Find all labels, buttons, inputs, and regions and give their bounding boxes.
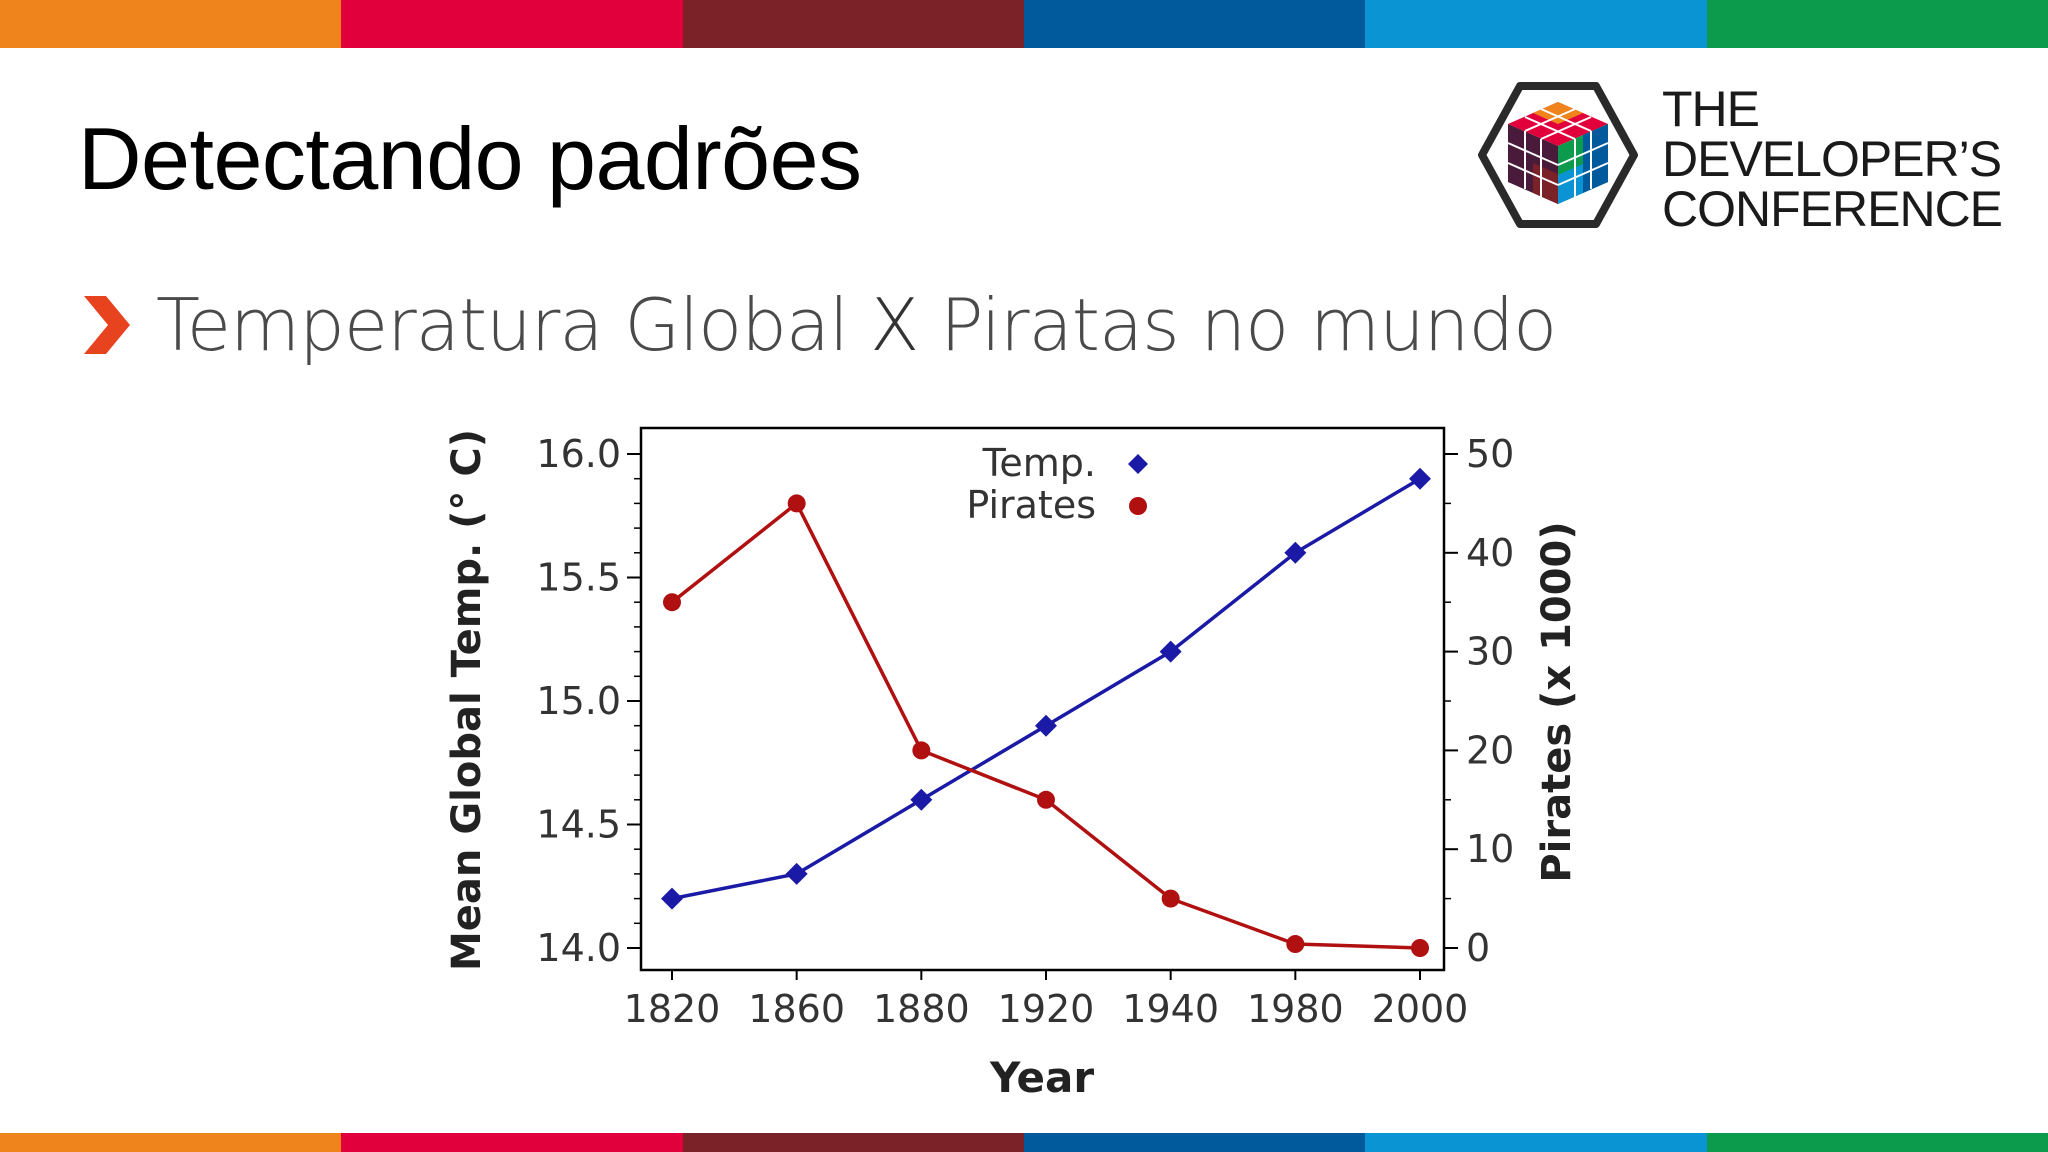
data-point: [910, 788, 933, 811]
bullet-text: Temperatura Global X Piratas no mundo: [156, 283, 1557, 367]
temperature-vs-pirates-chart: 14.0 14.5 15.0 15.5 16.0 0 10 20 30 40 50 1820 1860 1…: [440, 410, 1610, 1110]
slide-title: Detectando padrões: [78, 109, 862, 208]
data-point: [787, 494, 806, 513]
color-segment: [341, 0, 683, 48]
x-tick-label: 1980: [1247, 987, 1344, 1031]
top-color-bar: [0, 0, 2048, 48]
data-point: [912, 741, 931, 760]
x-tick-label: 1820: [624, 987, 721, 1031]
color-segment: [682, 1133, 1024, 1152]
y-axis-label: Mean Global Temp. (° C): [444, 429, 490, 971]
data-point: [1037, 790, 1055, 809]
x-axis-label: Year: [989, 1053, 1094, 1102]
data-point: [1159, 640, 1182, 663]
chart-svg: 14.0 14.5 15.0 15.5 16.0 0 10 20 30 40 50 1820 1860 1…: [444, 426, 1580, 1102]
color-segment: [341, 1133, 683, 1152]
data-point: [663, 593, 681, 612]
color-segment: [1023, 0, 1366, 48]
data-point: [1161, 889, 1180, 908]
y2-tick-label: 10: [1466, 827, 1514, 871]
data-point: [1411, 939, 1429, 957]
logo-line: THE: [1662, 81, 1760, 137]
color-segment: [1023, 1133, 1366, 1152]
logo-wordmark: THE DEVELOPER’S CONFERENCE: [1662, 81, 2003, 237]
x-tick-label: 1860: [748, 987, 845, 1031]
x-tick-label: 1940: [1122, 987, 1219, 1031]
y2-tick-label: 20: [1466, 728, 1514, 772]
legend-marker: [1128, 454, 1148, 474]
y2-axis-label: Pirates (x 1000): [1534, 521, 1580, 882]
color-segment: [1706, 1133, 2048, 1152]
cube-hexagon-logo-icon: [1478, 82, 1638, 228]
data-point: [1286, 935, 1305, 954]
color-segment: [1365, 0, 1707, 48]
y-tick-label: 14.0: [536, 926, 621, 970]
logo-line: CONFERENCE: [1662, 181, 2003, 237]
x-tick-label: 2000: [1372, 987, 1469, 1031]
legend-label: Pirates: [966, 483, 1096, 527]
data-point: [1035, 714, 1057, 737]
chevron-right-icon: [84, 296, 130, 354]
x-tick-label: 1880: [873, 987, 970, 1031]
x-tick-label: 1920: [998, 987, 1095, 1031]
color-segment: [0, 0, 342, 48]
y-tick-label: 15.0: [536, 679, 621, 723]
y-tick-label: 14.5: [536, 803, 621, 847]
y2-tick-label: 0: [1466, 926, 1490, 970]
bullet-point: Temperatura Global X Piratas no mundo: [80, 280, 1557, 370]
y2-tick-label: 50: [1466, 432, 1514, 476]
conference-logo: THE DEVELOPER’S CONFERENCE: [1476, 80, 2003, 240]
color-segment: [682, 0, 1024, 48]
bullet-text-part: Temperatura Global: [156, 283, 870, 367]
series-line: [671, 477, 1421, 901]
bottom-color-bar: [0, 1133, 2048, 1152]
data-point: [1409, 467, 1431, 490]
y2-tick-label: 40: [1466, 531, 1514, 575]
plot-frame: [639, 426, 1446, 972]
legend-label: Temp.: [982, 441, 1096, 485]
color-segment: [0, 1133, 342, 1152]
logo-line: DEVELOPER’S: [1662, 131, 2002, 187]
bullet-text-part: Piratas no mundo: [918, 283, 1557, 367]
y-tick-label: 16.0: [536, 432, 621, 476]
color-segment: [1706, 0, 2048, 48]
color-segment: [1365, 1133, 1707, 1152]
y2-tick-label: 30: [1466, 630, 1514, 674]
y-tick-label: 15.5: [536, 556, 621, 600]
legend-marker: [1129, 497, 1147, 515]
versus-mark: X: [869, 283, 919, 367]
data-point: [785, 862, 808, 885]
data-point: [1284, 541, 1307, 564]
data-point: [661, 887, 683, 910]
